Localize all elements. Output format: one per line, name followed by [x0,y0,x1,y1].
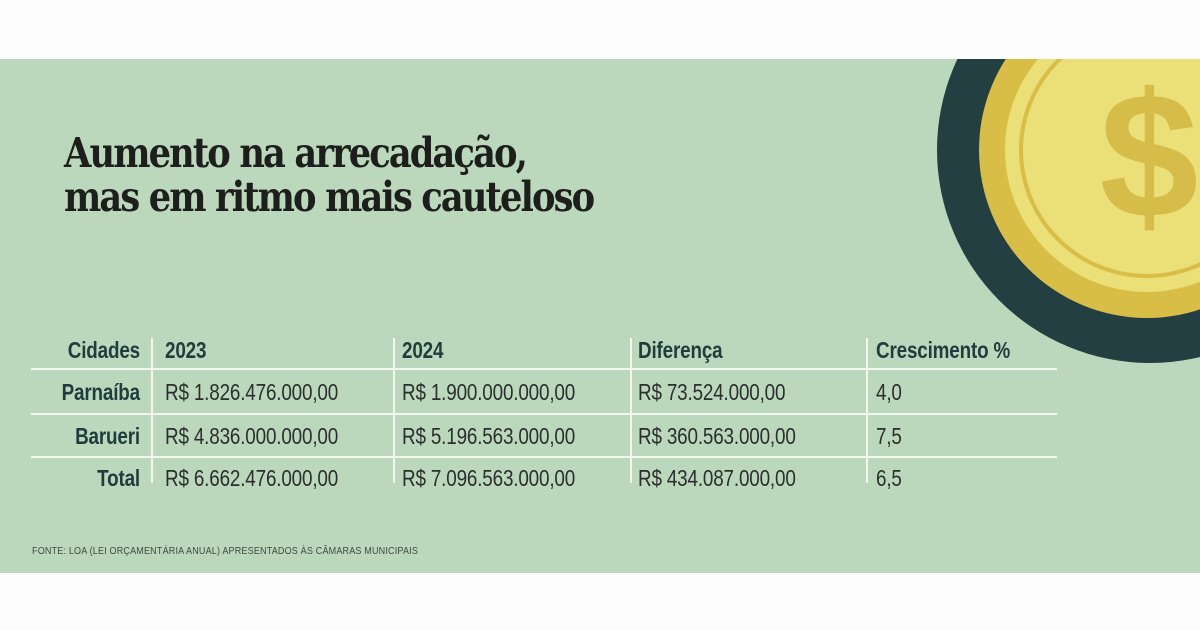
title-line-1: Aumento na arrecadação, [64,129,528,177]
header-2024: 2024 [402,337,444,363]
column-divider [630,338,632,483]
row-city: Barueri [75,423,140,449]
infographic-panel: $ Aumento na arrecadação, mas em ritmo m… [0,59,1200,573]
header-crescimento: Crescimento % [876,337,1011,363]
header-2023: 2023 [165,337,207,363]
row-rule [31,456,1057,458]
row-value-2023: R$ 1.826.476.000,00 [165,379,339,405]
column-divider [866,338,868,483]
header-diferenca: Diferença [638,337,723,363]
column-divider [151,338,153,483]
header-rule [31,368,1057,370]
dollar-glyph: $ [1100,59,1199,255]
row-difference: R$ 73.524.000,00 [638,379,786,405]
row-difference: R$ 360.563.000,00 [638,423,796,449]
source-footnote: FONTE: LOA (LEI ORÇAMENTÁRIA ANUAL) APRE… [32,545,419,557]
column-divider [393,338,395,483]
row-growth: 7,5 [876,423,902,449]
row-value-2024: R$ 5.196.563.000,00 [402,423,576,449]
row-growth: 6,5 [876,465,902,491]
chart-title: Aumento na arrecadação, mas em ritmo mai… [64,129,595,221]
row-rule [31,413,1057,415]
title-line-2: mas em ritmo mais cauteloso [64,173,595,221]
row-value-2024: R$ 1.900.000.000,00 [402,379,576,405]
row-city: Total [97,465,140,491]
row-growth: 4,0 [876,379,902,405]
row-value-2023: R$ 6.662.476.000,00 [165,465,339,491]
row-value-2024: R$ 7.096.563.000,00 [402,465,576,491]
dollar-coin-icon: $ [937,59,1200,363]
row-city: Parnaíba [61,379,141,405]
row-value-2023: R$ 4.836.000.000,00 [165,423,339,449]
row-difference: R$ 434.087.000,00 [638,465,796,491]
header-cidades: Cidades [67,337,140,363]
